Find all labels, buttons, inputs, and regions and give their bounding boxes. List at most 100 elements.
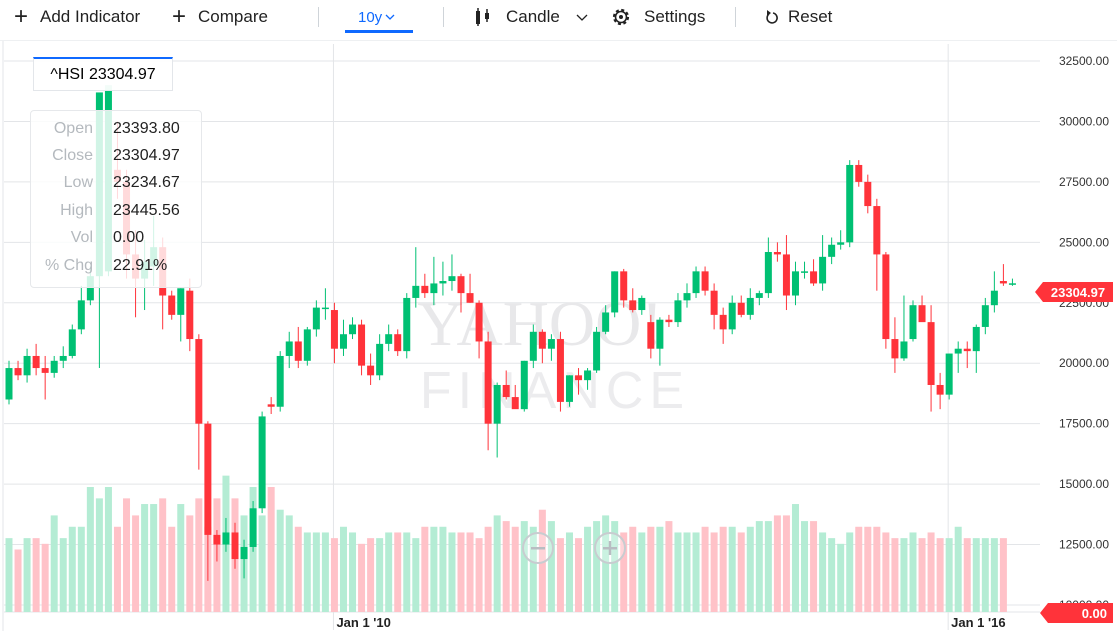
candle-body [77,300,85,330]
candle-body [321,307,329,310]
current-price-value: 23304.97 [1050,284,1106,300]
tooltip-label: High [60,202,93,219]
candle [475,300,483,359]
volume-bar [123,498,131,612]
candle-body [584,370,592,381]
volume-bar [656,526,664,612]
candle-body [267,404,275,407]
candle-body [692,271,700,294]
candle [339,319,347,356]
volume-bar [611,521,619,612]
candle-body [168,295,176,315]
candle-body [50,360,58,373]
reset-button[interactable]: Reset [765,0,832,34]
range-label: 10y [358,8,383,26]
candle-body [837,242,845,245]
candle [222,517,230,552]
volume-bar [728,526,736,612]
volume-bar [177,504,185,612]
gear-icon [612,8,630,26]
candle [321,288,329,320]
volume-bar [258,515,266,612]
candle-body [719,314,727,330]
volume-bar [150,504,158,612]
volume-bar [584,526,592,612]
candle-body [909,305,917,340]
candle [349,317,357,340]
candle [810,259,818,286]
volume-bar [529,526,537,612]
candle-body [737,302,745,315]
candle [746,288,754,320]
candle-body [249,508,257,547]
candle-body [195,339,203,424]
candle-body [330,310,338,349]
candle-body [457,276,465,294]
candle [999,264,1007,286]
candle-body [466,293,474,303]
ohlc-tooltip: Open 23393.80 Close 23304.97 Low 23234.6… [30,110,202,288]
add-indicator-button[interactable]: + Add Indicator [14,0,140,34]
candle [484,331,492,451]
candle [556,331,564,412]
volume-bar [430,526,438,612]
candle [801,261,809,279]
candle [782,235,790,311]
candle [529,324,537,369]
volume-bar [23,538,31,612]
volume-bar [358,543,366,612]
candle [285,331,293,369]
candle-body [782,254,790,296]
candle [23,348,31,383]
range-underline [345,30,413,33]
candle [755,290,763,306]
chart-type-button[interactable]: Candle [473,0,588,34]
candle-body [593,331,601,371]
tooltip-value: 23234.67 [113,174,180,191]
plus-circle-icon [603,541,617,555]
volume-bar [68,526,76,612]
candle-body [556,339,564,402]
zoom-in-button[interactable] [594,532,626,564]
tooltip-label: % Chg [44,257,93,274]
chart-type-label: Candle [506,7,560,26]
candle-body [846,164,854,243]
volume-bar [186,515,194,612]
candle [882,252,890,349]
volume-bar [5,538,13,612]
candle-body [900,341,908,359]
candle [448,254,456,291]
candle [565,375,573,407]
candle [593,326,601,373]
candle-body [981,305,989,327]
candle [367,353,375,385]
volume-bar [511,526,519,612]
settings-button[interactable]: Settings [610,0,705,34]
candle-body [186,290,194,340]
candle-body [222,532,230,545]
candle [267,397,275,414]
candle-body [68,329,76,356]
volume-bar [321,532,329,612]
volume-bar [276,509,284,612]
range-selector[interactable]: 10y [358,0,395,34]
zoom-out-button[interactable] [522,532,554,564]
candle [710,283,718,330]
candle-body [484,341,492,424]
volume-bar [385,532,393,612]
tooltip-label: Low [63,174,93,191]
volume-bar [168,526,176,612]
y-axis-tick-label: 12500.00 [1059,538,1109,552]
toolbar-divider [443,7,444,27]
candle [945,353,953,400]
candle [728,295,736,335]
candle-body [439,281,447,284]
compare-button[interactable]: + Compare [172,0,268,34]
candle [41,355,49,400]
candle [258,411,266,514]
tooltip-label: Open [53,120,93,137]
candle [204,421,212,581]
symbol-price-label: ^HSI 23304.97 [50,65,156,83]
candle-body [258,416,266,509]
